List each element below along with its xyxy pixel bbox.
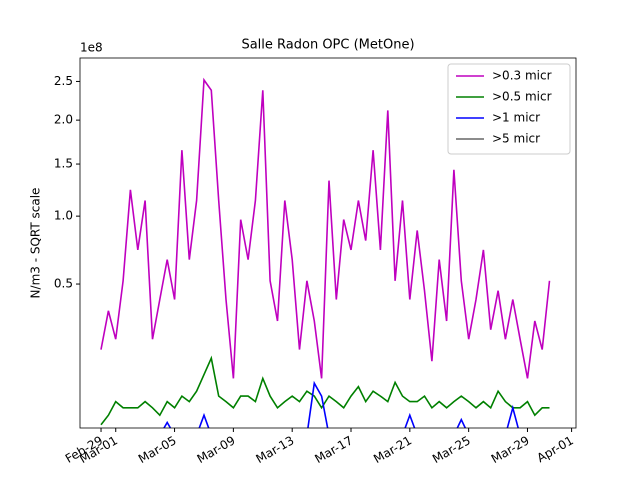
legend-label: >1 micr [492,111,540,125]
legend-label: >5 micr [492,132,540,146]
x-tick-label: Mar-29 [489,433,532,466]
y-tick-label: 0.5 [54,277,73,291]
series-line [100,355,550,426]
x-tick-label: Mar-13 [254,433,297,466]
x-tick-label: Mar-25 [430,433,473,466]
y-axis-label: N/m3 - SQRT scale [29,188,43,299]
axes-frame [79,57,577,429]
series-line [100,77,551,379]
series-line [163,380,520,428]
y-tick-label: 1.5 [54,157,73,171]
y-tick-label: 1.0 [54,209,73,223]
plot-area [100,77,551,428]
x-tick-label: Apr-01 [535,433,576,465]
y-tick-label: 2.0 [54,113,73,127]
x-tick-label: Mar-09 [195,433,238,466]
legend-box [447,63,571,155]
y-offset-label: 1e8 [80,41,103,55]
y-tick-label: 2.5 [54,74,73,88]
legend-label: >0.3 micr [492,69,552,83]
x-tick-label: Mar-05 [136,433,179,466]
x-tick-label: Mar-21 [371,433,414,466]
legend-label: >0.5 micr [492,90,552,104]
chart-title: Salle Radon OPC (MetOne) [241,38,414,53]
x-tick-label: Mar-17 [312,433,355,466]
